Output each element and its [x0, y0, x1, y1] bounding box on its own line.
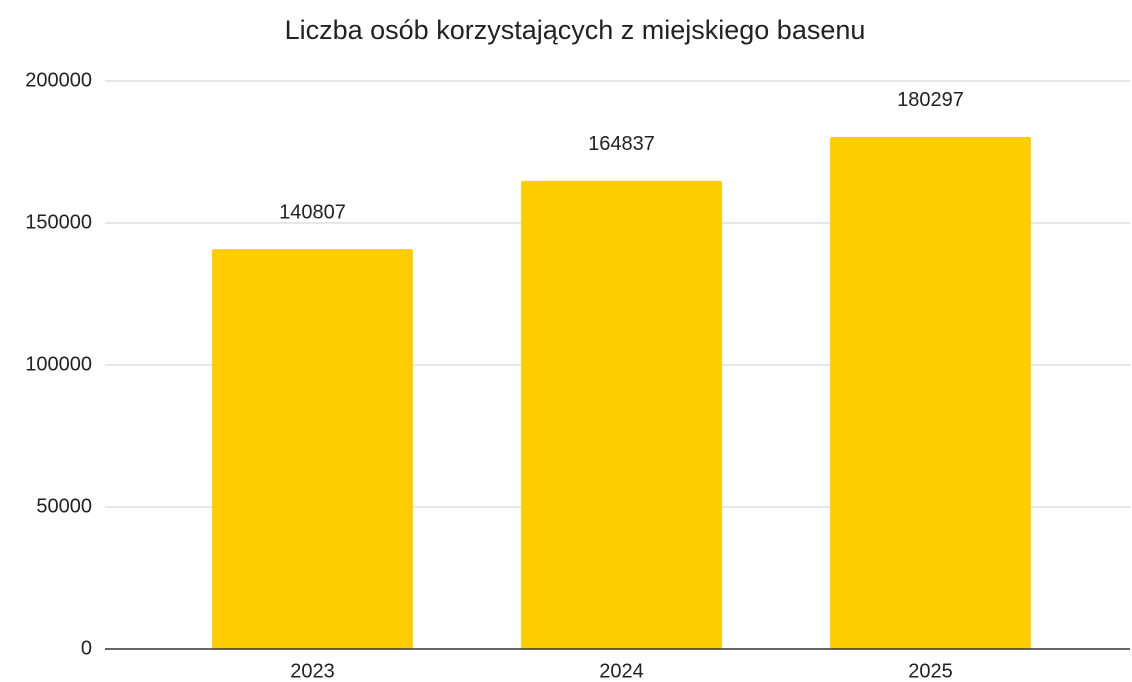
bar: [212, 249, 413, 649]
x-tick-label: 2023: [290, 660, 335, 682]
y-tick-label: 0: [81, 637, 92, 659]
y-tick-label: 100000: [25, 353, 92, 375]
y-tick-label: 50000: [36, 495, 92, 517]
y-tick-label: 200000: [25, 69, 92, 91]
chart-title: Liczba osób korzystających z miejskiego …: [285, 15, 866, 45]
bar: [830, 136, 1031, 649]
data-label: 140807: [279, 201, 346, 223]
x-tick-label: 2024: [599, 660, 644, 682]
y-tick-label: 150000: [25, 211, 92, 233]
data-label: 164837: [588, 133, 655, 155]
data-label: 180297: [897, 89, 964, 111]
x-tick-label: 2025: [908, 660, 953, 682]
bar: [521, 180, 722, 649]
